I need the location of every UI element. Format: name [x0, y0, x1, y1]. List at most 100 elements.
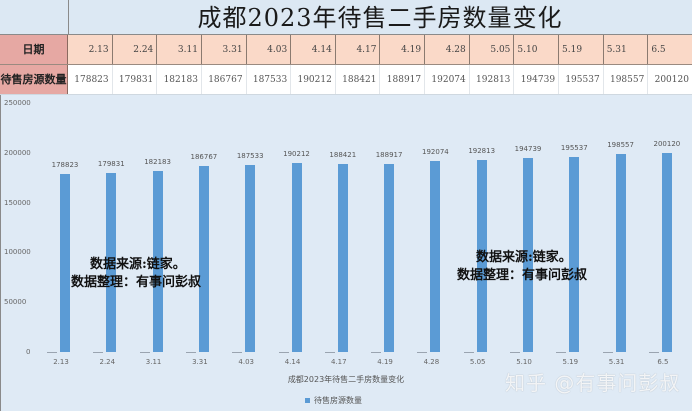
x-tick-label: 5.19 [562, 358, 579, 366]
bar-data-label: 178823 [51, 160, 79, 169]
empty-series-stub [371, 352, 382, 353]
date-cell[interactable]: 3.31 [202, 35, 247, 64]
source-note-left-line2: 数据整理：有事问彭叔 [71, 275, 202, 290]
bar[interactable] [384, 163, 395, 352]
bar[interactable] [569, 157, 580, 352]
x-tick-label: 4.17 [331, 358, 347, 366]
source-note-right-line1: 数据来源:链家。 [476, 250, 572, 265]
spreadsheet-table: 成都2023年待售二手房数量变化 日期 2.13 2.24 3.11 3.31 … [0, 0, 692, 95]
bar[interactable] [152, 170, 163, 352]
empty-series-stub [47, 352, 57, 353]
source-note-right-line2: 数据整理：有事问彭叔 [457, 268, 588, 283]
date-cell[interactable]: 4.03 [247, 35, 292, 64]
count-cell[interactable]: 195537 [559, 65, 604, 94]
date-row-header[interactable]: 日期 [0, 35, 68, 64]
count-row-header[interactable]: 待售房源数量 [0, 65, 68, 94]
bar[interactable] [523, 158, 533, 352]
empty-series-stub [602, 352, 613, 353]
date-cell[interactable]: 5.10 [514, 35, 560, 64]
legend[interactable]: 待售房源数量 [305, 395, 362, 406]
y-tick-label: 100000 [4, 248, 31, 257]
bar[interactable] [106, 172, 117, 352]
date-cell[interactable]: 4.17 [336, 35, 381, 64]
bar[interactable] [476, 159, 487, 352]
count-cell[interactable]: 192074 [425, 65, 470, 94]
y-tick-label: 150000 [4, 198, 31, 207]
bar[interactable] [245, 165, 256, 352]
count-cell[interactable]: 200120 [654, 74, 689, 85]
x-tick-label: 2.24 [99, 358, 116, 366]
title-row: 成都2023年待售二手房数量变化 [0, 0, 692, 35]
y-tick-label: 0 [26, 348, 31, 356]
count-row: 待售房源数量 178823 179831 182183 186767 18753… [0, 65, 692, 95]
count-cell[interactable]: 194739 [514, 65, 560, 94]
bar[interactable] [430, 160, 441, 352]
count-cell[interactable]: 187533 [247, 65, 292, 94]
empty-series-stub [510, 352, 520, 353]
date-cell[interactable]: 4.14 [291, 35, 336, 64]
bar[interactable] [60, 173, 70, 352]
date-cell[interactable]: 5.31 [604, 35, 649, 64]
source-note-left-line1: 数据来源:链家。 [90, 257, 186, 272]
x-tick-label: 5.05 [469, 358, 486, 366]
chart-left-border [0, 95, 1, 411]
bar[interactable] [615, 154, 626, 352]
legend-swatch-icon [305, 398, 310, 403]
count-cell[interactable]: 179831 [113, 65, 158, 94]
bar[interactable] [198, 165, 209, 352]
empty-series-stub [185, 352, 196, 353]
date-cell[interactable]: 5.05 [470, 35, 515, 64]
count-cell[interactable]: 178823 [68, 65, 113, 94]
y-tick-label: 50000 [4, 298, 27, 307]
empty-series-stub [324, 352, 335, 353]
legend-label: 待售房源数量 [314, 396, 362, 405]
bar-data-label: 192813 [468, 146, 496, 155]
x-axis-title: 成都2023年待售二手房数量变化 [287, 375, 405, 384]
date-cell[interactable]: 5.19 [559, 35, 604, 64]
bar-data-label: 198557 [607, 141, 634, 150]
count-cell[interactable]: 188917 [380, 65, 426, 94]
x-tick-label: 5.10 [516, 358, 532, 366]
empty-series-stub [417, 352, 428, 353]
count-cell[interactable]: 192813 [470, 65, 515, 94]
x-tick-label: 5.31 [608, 358, 625, 366]
date-cell[interactable]: 4.19 [380, 35, 426, 64]
bar-data-label: 188421 [329, 151, 357, 160]
bar-data-label: 194739 [514, 145, 542, 154]
title-corner-cell[interactable] [0, 0, 69, 34]
bar[interactable] [291, 162, 302, 352]
count-cell[interactable]: 190212 [291, 65, 336, 94]
date-cell[interactable]: 2.13 [68, 35, 113, 64]
empty-series-stub [463, 352, 474, 353]
x-tick-label: 4.03 [238, 358, 254, 366]
empty-series-stub [139, 352, 150, 353]
zhihu-watermark: 知乎 @有事问彭叔 [505, 371, 681, 395]
empty-series-stub [556, 352, 567, 353]
bar-chart[interactable]: 250000 200000 150000 100000 50000 0 178823 2.1… [0, 95, 692, 411]
bar-data-label: 187533 [236, 152, 264, 161]
bar[interactable] [337, 164, 348, 352]
x-tick-label: 6.5 [657, 358, 669, 366]
count-cell[interactable]: 186767 [202, 65, 247, 94]
bar-data-label: 179831 [97, 159, 125, 168]
date-cell[interactable]: 6.5 [651, 44, 666, 55]
count-cell[interactable]: 198557 [604, 65, 649, 94]
date-row: 日期 2.13 2.24 3.11 3.31 4.03 4.14 4.17 4.… [0, 35, 692, 65]
bar-data-label: 190212 [283, 149, 310, 158]
date-cell[interactable]: 2.24 [113, 35, 158, 64]
empty-series-stub [278, 352, 289, 353]
date-cell[interactable]: 4.28 [425, 35, 470, 64]
x-tick-label: 3.11 [145, 358, 162, 366]
count-cell[interactable]: 182183 [157, 65, 202, 94]
bar[interactable] [661, 152, 672, 352]
date-cell[interactable]: 3.11 [157, 35, 202, 64]
count-cell[interactable]: 188421 [336, 65, 381, 94]
x-tick-label: 3.31 [192, 358, 208, 366]
empty-series-stub [93, 352, 104, 353]
bar-data-label: 200120 [653, 139, 681, 148]
sheet-title[interactable]: 成都2023年待售二手房数量变化 [197, 4, 563, 32]
x-tick-label: 4.19 [377, 358, 393, 366]
bar-data-label: 195537 [560, 144, 588, 153]
bar-data-label: 182183 [144, 157, 171, 166]
bar-data-label: 188917 [375, 150, 403, 159]
